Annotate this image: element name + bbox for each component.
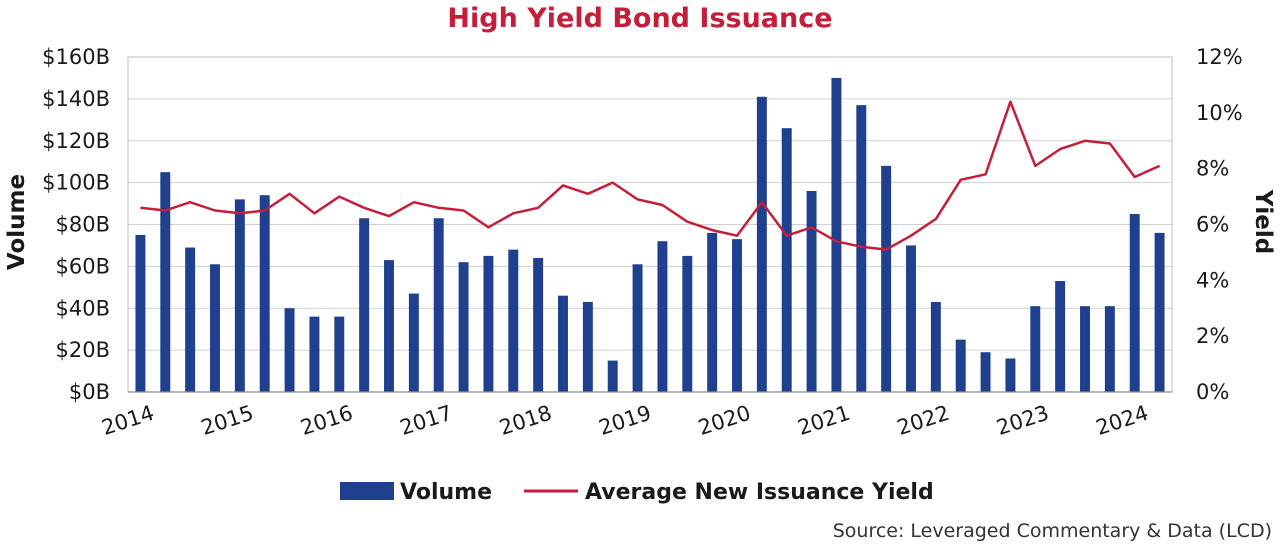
legend: Volume Average New Issuance Yield [340,480,934,505]
volume-bar [806,191,817,392]
left-axis-ticks: $0B $20B $40B $60B $80B $100B $120B $140B $160B [42,45,110,404]
volume-bar [831,77,842,392]
volume-bar [707,232,718,392]
right-tick-label: 8% [1196,157,1229,181]
x-tick-label: 2023 [994,401,1052,440]
left-tick-label: $20B [56,338,111,362]
volume-bar [856,105,867,392]
plot-area-frame [127,56,1173,393]
right-tick-label: 6% [1196,213,1229,237]
volume-bar [533,258,544,392]
left-tick-label: $100B [42,171,110,195]
volume-bar [359,218,370,392]
volume-bar [508,249,519,392]
x-tick-label: 2020 [695,401,753,440]
volume-bar [210,264,220,392]
volume-bar [632,264,643,392]
volume-bar [458,262,469,392]
left-tick-label: $120B [42,129,110,153]
right-tick-label: 12% [1196,45,1243,69]
volume-bar [309,316,320,392]
x-tick-label: 2018 [496,401,554,440]
volume-bar [334,316,345,392]
volume-bar [234,199,245,392]
chart-title: High Yield Bond Issuance [447,3,832,34]
volume-bar [582,301,593,392]
x-tick-label: 2015 [198,401,256,440]
right-tick-label: 2% [1196,324,1229,348]
left-tick-label: $60B [56,254,111,278]
volume-bar [1005,358,1016,392]
right-tick-label: 10% [1196,101,1243,125]
volume-bar [1104,306,1115,392]
x-axis-ticks: 2014 2015 2016 2017 2018 2019 2020 2021 2022 2023… [99,401,1152,440]
volume-bar [160,172,171,392]
yield-line [140,100,1161,251]
right-axis-ticks: 0% 2% 4% 6% 8% 10% 12% [1196,45,1243,404]
volume-bar [881,165,892,392]
volume-bar [657,241,668,392]
right-tick-label: 4% [1196,268,1229,292]
volume-bar [682,255,693,392]
volume-bar [756,96,767,392]
x-tick-label: 2022 [894,401,952,440]
source-note: Source: Leveraged Commentary & Data (LCD… [833,520,1272,542]
legend-volume-swatch [340,482,394,500]
volume-bar [259,195,270,392]
x-tick-label: 2021 [795,401,853,440]
x-tick-label: 2014 [99,401,157,440]
volume-bars [135,77,1165,392]
volume-bar [955,339,966,392]
volume-bar [384,260,394,392]
legend-volume-label: Volume [400,480,492,505]
right-axis-title: Yield [1250,189,1276,255]
volume-bar [1030,306,1041,392]
volume-bar [483,255,494,392]
volume-bar [930,301,941,392]
left-tick-label: $40B [56,296,111,320]
volume-bar [135,234,146,392]
volume-bar [1055,281,1066,392]
left-tick-label: $160B [42,45,110,69]
left-tick-label: $80B [56,213,111,237]
volume-bar [732,239,742,392]
x-tick-label: 2017 [397,401,455,440]
x-tick-label: 2024 [1093,401,1151,440]
volume-bar [558,295,568,392]
volume-bar [607,360,618,392]
x-tick-label: 2016 [298,401,356,440]
volume-bar [408,293,419,392]
left-tick-label: $140B [42,87,110,111]
left-axis-title: Volume [4,174,30,270]
right-tick-label: 0% [1196,380,1229,404]
volume-bar [433,218,444,392]
x-tick-label: 2019 [596,401,654,440]
volume-bar [1080,306,1090,392]
volume-bar [1129,214,1140,392]
volume-bar [284,308,295,392]
left-tick-label: $0B [69,380,110,404]
volume-bar [906,245,916,392]
volume-bar [1154,232,1165,392]
volume-bar [185,247,196,392]
legend-yield-label: Average New Issuance Yield [585,480,934,505]
volume-bar [781,128,792,392]
volume-bar [980,352,991,392]
